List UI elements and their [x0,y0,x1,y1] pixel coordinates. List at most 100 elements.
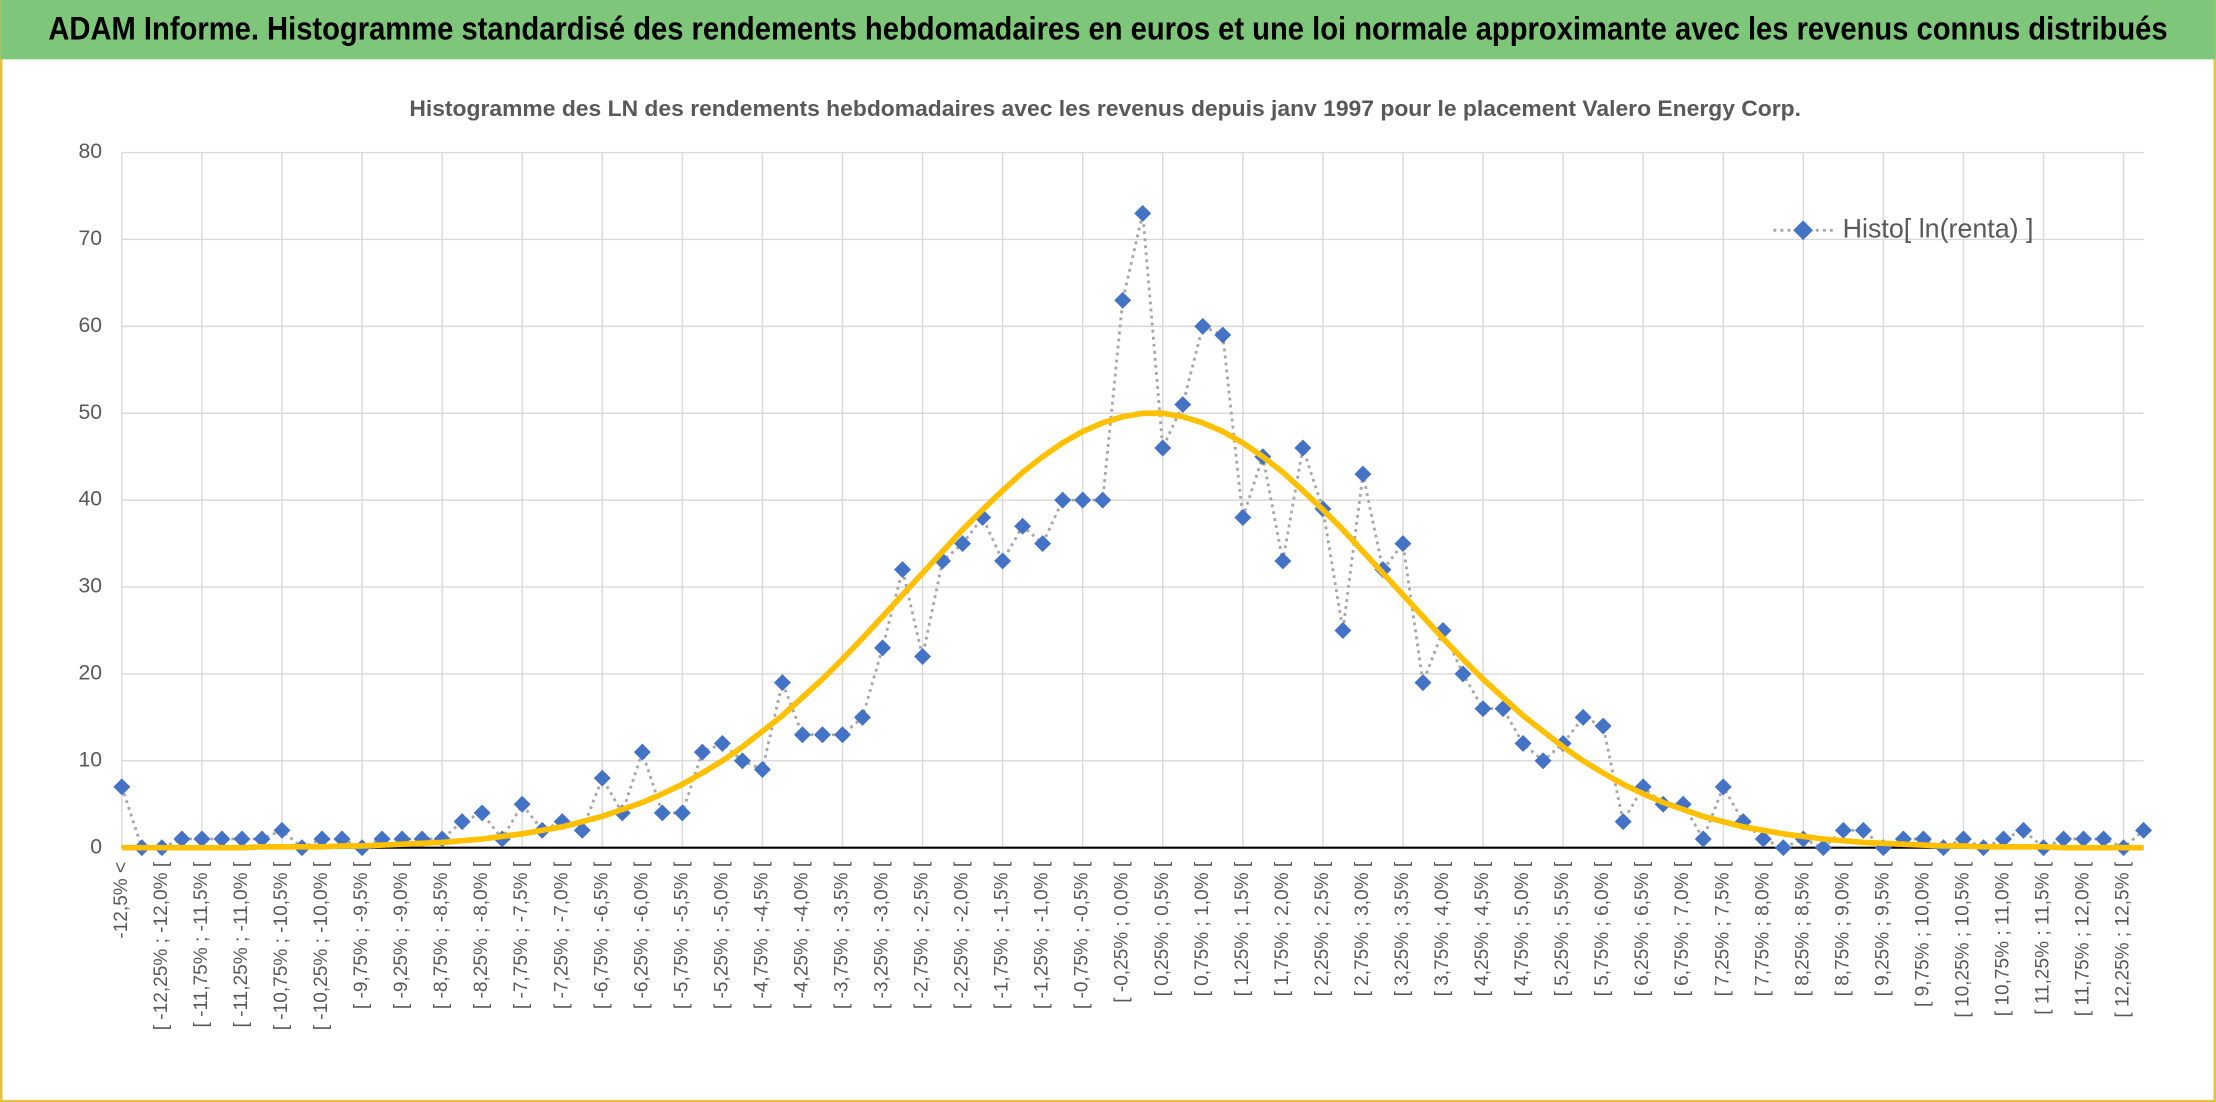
data-point [1774,839,1792,857]
x-tick-label: [ -5,75% ; -5,5% [ [671,861,692,1009]
x-tick-label: [ -3,75% ; -3,5% [ [832,861,853,1009]
data-point [1134,204,1152,222]
data-point [1754,830,1772,848]
y-tick-label: 40 [78,488,102,511]
data-point [833,726,851,744]
normal-curve [121,410,2144,851]
header-bar [0,0,2216,60]
data-point [2015,821,2032,839]
x-tick-label: [ 5,75% ; 6,0% [ [1592,861,1613,996]
x-tick-label: [ 12,25% ; 12,5% [ [2113,861,2134,1017]
x-tick-label: [ -11,75% ; -11,5% [ [191,861,212,1027]
data-point [673,804,691,822]
x-tick-label: [ 10,25% ; 10,5% [ [1952,861,1973,1017]
data-point [813,726,831,744]
data-point [2095,830,2113,848]
x-tick-label: [ -12,25% ; -12,0% [ [151,861,172,1030]
x-tick-label: [ 1,25% ; 1,5% [ [1232,861,1253,996]
data-point [1994,830,2012,848]
x-tick-label: [ 6,25% ; 6,5% [ [1632,861,1653,996]
chart-title: Histogramme des LN des rendements hebdom… [409,96,1801,121]
y-tick-label: 30 [78,575,102,598]
data-point [273,821,291,839]
legend-marker [1793,220,1813,241]
x-tick-label: [ 11,75% ; 12,0% [ [2073,861,2094,1016]
data-point [453,813,471,831]
x-tick-label: [ -8,25% ; -8,0% [ [471,861,492,1009]
header-title: ADAM Informe. Histogramme standardisé de… [48,11,2167,47]
x-tick-label: [ 10,75% ; 11,0% [ [1993,861,2014,1016]
data-point [874,639,891,657]
y-tick-label: 20 [78,662,102,685]
x-tick-label: [ 2,75% ; 3,0% [ [1352,861,1373,996]
data-point [1034,535,1052,553]
x-tick-label: [ 3,75% ; 4,0% [ [1432,861,1453,996]
x-tick-label: [ -1,25% ; -1,0% [ [1032,861,1053,1009]
data-point [914,648,932,666]
data-point [193,830,211,848]
data-point [2075,830,2093,848]
y-tick-label: 80 [78,140,102,163]
data-point [1354,465,1372,483]
data-point [1334,621,1352,639]
data-point [1014,517,1032,535]
data-point [213,830,231,848]
data-point [1234,509,1252,526]
x-tick-label: [ 0,25% ; 0,5% [ [1152,861,1173,996]
x-tick-label: [ 8,25% ; 8,5% [ [1792,861,1813,996]
x-tick-label: [ -1,75% ; -1,5% [ [992,861,1013,1009]
x-tick-label: [ 1,75% ; 2,0% [ [1272,861,1293,996]
x-tick-label: [ 5,25% ; 5,5% [ [1552,861,1573,996]
x-tick-label: [ 0,75% ; 1,0% [ [1192,861,1213,996]
data-point [473,804,491,822]
data-point [793,726,811,744]
y-tick-label: 50 [78,401,102,424]
x-tick-label: [ -0,75% ; -0,5% [ [1072,861,1093,1009]
x-tick-label: [ -10,25% ; -10,0% [ [311,861,332,1030]
data-point [1474,700,1492,718]
y-tick-label: 70 [78,227,102,250]
x-tick-label: [ 6,75% ; 7,0% [ [1672,861,1693,996]
x-tick-label: [ -9,75% ; -9,5% [ [351,861,372,1009]
data-point [233,830,251,848]
data-point [653,804,671,822]
data-point [693,743,711,761]
data-point [2055,830,2073,848]
data-point [1834,821,1852,839]
x-tick-label: [ 3,25% ; 3,5% [ [1392,861,1413,996]
x-tick-label: [ -7,75% ; -7,5% [ [511,861,532,1009]
data-point [1854,821,1872,839]
data-point [854,708,871,726]
data-point [593,769,611,787]
x-tick-label: [ -9,25% ; -9,0% [ [391,861,412,1009]
x-tick-label: [ 4,75% ; 5,0% [ [1512,861,1533,996]
x-tick-label: [ -6,25% ; -6,0% [ [631,861,652,1009]
x-tick-label: [ 9,25% ; 9,5% [ [1872,861,1893,996]
data-point [1094,491,1112,509]
x-tick-label: [ -2,25% ; -2,0% [ [952,861,973,1009]
x-tick-label: [ 4,25% ; 4,5% [ [1472,861,1493,996]
data-point [713,734,731,752]
y-tick-label: 0 [90,835,102,858]
data-point [1534,752,1552,770]
data-point [113,778,131,796]
data-point [753,761,771,778]
x-tick-label: [ -5,25% ; -5,0% [ [711,861,732,1009]
data-point [1714,778,1732,796]
data-point [1694,830,1712,848]
data-point [1214,326,1232,344]
y-tick-label: 60 [78,314,102,337]
x-tick-label: [ -6,75% ; -6,5% [ [591,861,612,1009]
x-tick-label: [ -7,25% ; -7,0% [ [551,861,572,1009]
data-point [253,830,271,848]
data-point [633,743,651,761]
x-tick-label: [ -2,75% ; -2,5% [ [912,861,933,1009]
x-tick-label: [ 2,25% ; 2,5% [ [1312,861,1333,996]
x-tick-label: [ -0,25% ; 0,0% [ [1112,861,1133,1003]
x-tick-label: [ 7,25% ; 7,5% [ [1712,861,1733,996]
x-tick-label: [ 8,75% ; 9,0% [ [1832,861,1853,996]
data-point [894,561,912,579]
legend-label: Histo[ ln(renta) ] [1843,213,2034,243]
